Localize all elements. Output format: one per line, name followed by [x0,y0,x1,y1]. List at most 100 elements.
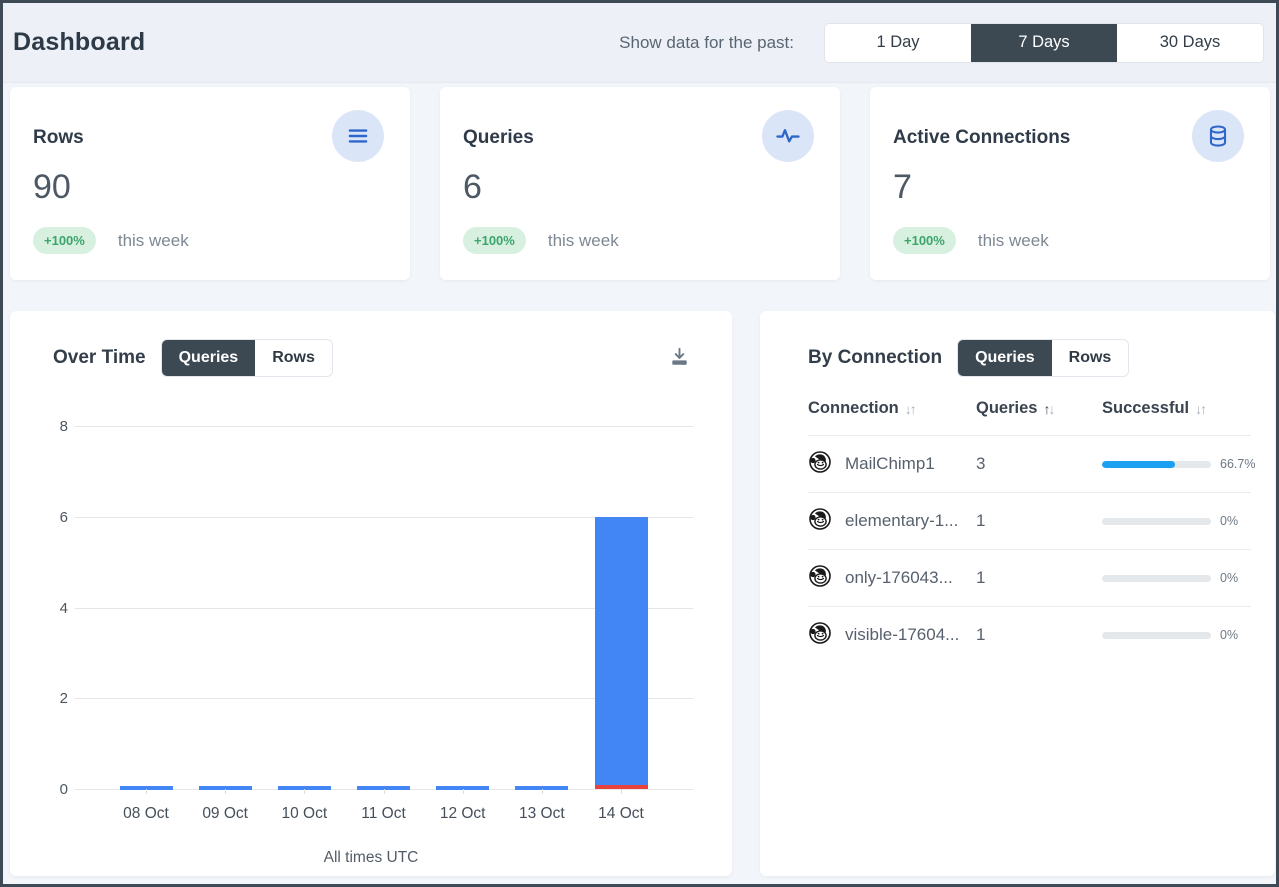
connection-name[interactable]: MailChimp1 [845,454,935,473]
connection-name[interactable]: only-176043... [845,568,953,587]
active-connections-value: 7 [893,168,912,206]
gridline [75,607,693,609]
queries-count: 1 [976,568,986,587]
by-connection-title: By Connection [808,347,943,368]
over-time-title: Over Time [53,347,146,368]
over-time-tabs: Queries Rows [160,339,333,377]
top-bar: Dashboard Show data for the past: 1 Day … [3,3,1276,83]
bar-queries [594,516,648,785]
bar-queries-zero [357,786,410,790]
success-progress-bar [1102,460,1211,468]
pulse-icon [762,110,814,162]
range-7days-button[interactable]: 7 Days [971,23,1117,62]
x-tick-label: 14 Oct [598,805,644,822]
over-time-panel: Over Time Queries Rows 0 2 4 6 8 08 Oct 09 Oct… [10,311,732,876]
success-percent: 0% [1220,571,1239,585]
active-connections-card-title: Active Connections [893,127,1071,148]
by-connection-tab-queries[interactable]: Queries [958,340,1052,376]
y-tick-label: 2 [59,690,68,708]
database-icon [1192,110,1244,162]
bar-failed-segment [594,785,648,789]
rows-value: 90 [33,168,71,206]
queries-period: this week [547,230,619,250]
x-tick-label: 12 Oct [439,805,486,822]
bar-queries-zero [119,786,173,790]
mailchimp-icon [808,450,832,479]
bar-queries-zero [198,786,252,790]
gridline [75,789,693,790]
table-row[interactable]: only-176043... 1 0% [808,549,1251,606]
range-selector: Show data for the past: 1 Day 7 Days 30 … [619,22,1264,63]
queries-count: 3 [976,454,986,473]
page-title: Dashboard [13,28,146,56]
x-axis-tick [541,789,543,794]
table-row[interactable]: elementary-1... 1 0% [808,492,1251,549]
y-tick-label: 6 [59,508,68,526]
by-connection-panel: By Connection Queries Rows Connection ↓ ↑… [760,311,1275,876]
bar-queries-zero [436,786,490,790]
active-connections-delta-badge: +100% [893,227,956,254]
x-tick-label: 10 Oct [281,805,328,822]
x-axis-tick [621,789,623,794]
rows-icon [332,110,384,162]
range-label: Show data for the past: [619,32,794,52]
success-progress-bar [1102,517,1211,525]
active-connections-stat-card: Active Connections 7 +100% this week [870,87,1270,280]
over-time-chart: 0 2 4 6 8 08 Oct 09 Oct 10 Oct 11 Oct 12 Oct 13 Oc… [10,311,732,876]
sort-icon: ↓ ↑ [1195,400,1207,417]
column-header-queries[interactable]: Queries ↑ ↓ [976,399,1055,417]
over-time-tab-rows[interactable]: Rows [255,340,332,376]
x-tick-label: 09 Oct [202,805,248,822]
rows-period: this week [117,230,189,250]
range-30days-button[interactable]: 30 Days [1117,24,1263,62]
bar-queries-zero [515,786,569,790]
range-button-group: 1 Day 7 Days 30 Days [824,22,1264,63]
by-connection-tab-rows[interactable]: Rows [1052,340,1129,376]
x-tick-label: 08 Oct [123,805,169,822]
connections-table: Connection ↓ ↑ Queries ↑ ↓ Successful ↓ ↑ M… [808,399,1255,663]
success-percent: 0% [1220,628,1239,642]
success-progress-bar [1102,631,1211,639]
column-header-connection[interactable]: Connection ↓ ↑ [808,399,917,417]
queries-count: 1 [976,625,986,644]
queries-count: 1 [976,511,986,530]
mailchimp-icon [808,507,832,536]
table-row[interactable]: MailChimp1 3 66.7% [808,435,1255,492]
x-axis-tick [225,789,227,794]
range-1day-button[interactable]: 1 Day [825,24,971,62]
active-connections-period: this week [977,230,1049,250]
over-time-tab-queries[interactable]: Queries [161,340,256,376]
success-percent: 66.7% [1220,457,1256,471]
x-axis-tick [304,789,306,794]
gridline [75,698,693,700]
x-axis-tick [146,789,147,794]
x-axis-tick [383,789,385,794]
success-progress-bar [1102,574,1211,582]
queries-card-title: Queries [463,127,534,148]
rows-card-title: Rows [33,127,84,148]
x-tick-label: 11 Oct [361,805,406,822]
download-chart-button[interactable] [666,343,693,373]
rows-delta-badge: +100% [33,227,96,254]
gridline [75,516,693,518]
sort-icon: ↓ ↑ [904,400,917,417]
chart-footnote: All times UTC [323,849,419,866]
by-connection-tabs: Queries Rows [957,339,1130,377]
mailchimp-icon [808,564,832,593]
download-icon [672,347,687,365]
x-axis-tick [462,789,464,794]
table-row[interactable]: visible-17604... 1 0% [808,606,1251,663]
x-tick-label: 13 Oct [519,805,565,822]
rows-stat-card: Rows 90 +100% this week [10,87,410,280]
success-percent: 0% [1220,514,1239,528]
connections-table-header: Connection ↓ ↑ Queries ↑ ↓ Successful ↓ ↑ [808,399,1251,435]
mailchimp-icon [808,621,832,650]
queries-value: 6 [463,168,482,206]
y-tick-label: 0 [59,781,68,798]
column-header-successful[interactable]: Successful ↓ ↑ [1102,399,1207,417]
bar-queries-zero [277,786,331,790]
sort-icon: ↑ ↓ [1043,400,1055,417]
connection-name[interactable]: visible-17604... [845,625,960,644]
connection-name[interactable]: elementary-1... [845,511,959,530]
